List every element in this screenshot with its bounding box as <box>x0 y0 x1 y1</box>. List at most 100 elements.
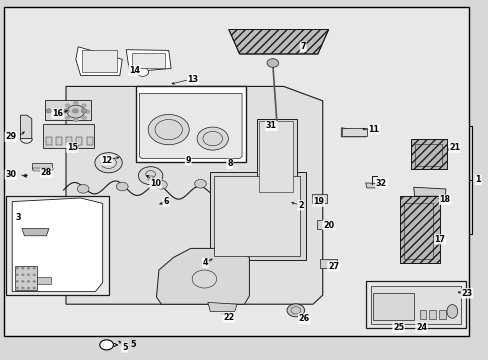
Circle shape <box>21 274 24 276</box>
Circle shape <box>16 267 19 269</box>
Text: 5: 5 <box>122 343 127 352</box>
Bar <box>45 100 91 120</box>
Circle shape <box>33 280 36 283</box>
Circle shape <box>81 104 86 107</box>
Polygon shape <box>12 198 102 292</box>
Bar <box>210 172 305 260</box>
Circle shape <box>27 274 30 276</box>
Polygon shape <box>66 86 322 304</box>
Circle shape <box>67 105 84 118</box>
Text: 6: 6 <box>163 197 169 206</box>
Circle shape <box>73 118 78 122</box>
Text: 18: 18 <box>439 195 449 204</box>
Text: 5: 5 <box>130 341 135 349</box>
Circle shape <box>21 267 24 269</box>
Bar <box>399 196 439 263</box>
Circle shape <box>27 280 30 283</box>
Bar <box>33 168 50 171</box>
Circle shape <box>148 114 189 145</box>
Bar <box>403 203 432 259</box>
Circle shape <box>33 267 36 269</box>
Text: 25: 25 <box>392 323 403 332</box>
Text: 13: 13 <box>187 75 198 84</box>
Polygon shape <box>15 266 37 290</box>
Circle shape <box>16 287 19 289</box>
Circle shape <box>95 153 122 173</box>
Circle shape <box>61 110 66 113</box>
Circle shape <box>46 109 52 113</box>
Text: 16: 16 <box>52 109 63 118</box>
Circle shape <box>77 185 89 193</box>
Circle shape <box>27 267 30 269</box>
Text: 19: 19 <box>313 197 324 206</box>
Bar <box>410 139 447 169</box>
Polygon shape <box>139 94 242 158</box>
Bar <box>342 128 366 136</box>
Text: 7: 7 <box>300 42 305 51</box>
Text: 23: 23 <box>461 289 471 298</box>
Text: 32: 32 <box>375 179 386 188</box>
Bar <box>320 259 337 268</box>
Bar <box>438 310 445 319</box>
Bar <box>311 194 326 203</box>
Bar <box>82 50 117 72</box>
Text: 4: 4 <box>202 258 208 267</box>
Circle shape <box>65 116 70 120</box>
Text: 3: 3 <box>16 213 21 222</box>
Circle shape <box>55 109 61 113</box>
Bar <box>428 310 435 319</box>
Circle shape <box>81 116 86 120</box>
Bar <box>66 137 72 145</box>
Bar <box>43 124 94 148</box>
Circle shape <box>16 274 19 276</box>
Circle shape <box>21 280 24 283</box>
Circle shape <box>63 109 69 113</box>
Text: 22: 22 <box>223 313 234 322</box>
Bar <box>370 286 460 324</box>
Circle shape <box>194 179 206 188</box>
Circle shape <box>27 287 30 289</box>
Text: 8: 8 <box>226 159 232 168</box>
Bar <box>46 137 52 145</box>
Polygon shape <box>413 187 445 196</box>
Polygon shape <box>341 128 367 137</box>
Ellipse shape <box>446 305 457 318</box>
Polygon shape <box>228 30 328 54</box>
Bar <box>414 144 441 166</box>
Bar <box>32 163 52 169</box>
Text: 17: 17 <box>434 235 445 244</box>
Polygon shape <box>20 115 32 139</box>
Bar <box>87 137 93 145</box>
Bar <box>132 53 165 68</box>
Bar <box>56 137 62 145</box>
Polygon shape <box>365 183 380 188</box>
Text: 12: 12 <box>101 156 112 165</box>
Circle shape <box>85 110 90 113</box>
Text: 29: 29 <box>5 132 16 141</box>
Circle shape <box>138 167 163 185</box>
Circle shape <box>65 104 70 107</box>
Text: 31: 31 <box>265 122 276 130</box>
Bar <box>316 220 331 229</box>
Circle shape <box>155 180 167 189</box>
Bar <box>76 137 81 145</box>
Text: 30: 30 <box>5 170 16 179</box>
Bar <box>372 293 413 320</box>
Bar <box>410 139 447 169</box>
Polygon shape <box>126 50 171 72</box>
Polygon shape <box>76 47 122 76</box>
Polygon shape <box>207 302 237 311</box>
Text: 28: 28 <box>41 168 52 177</box>
Text: 21: 21 <box>448 143 459 152</box>
Circle shape <box>286 304 304 317</box>
Text: 24: 24 <box>415 323 426 332</box>
Circle shape <box>197 127 228 150</box>
Circle shape <box>100 340 113 350</box>
Text: 9: 9 <box>185 156 191 165</box>
Text: 1: 1 <box>474 175 480 184</box>
Text: 2: 2 <box>297 201 303 210</box>
Bar <box>259 121 293 192</box>
Circle shape <box>33 287 36 289</box>
Bar <box>37 277 51 284</box>
Polygon shape <box>22 229 49 236</box>
